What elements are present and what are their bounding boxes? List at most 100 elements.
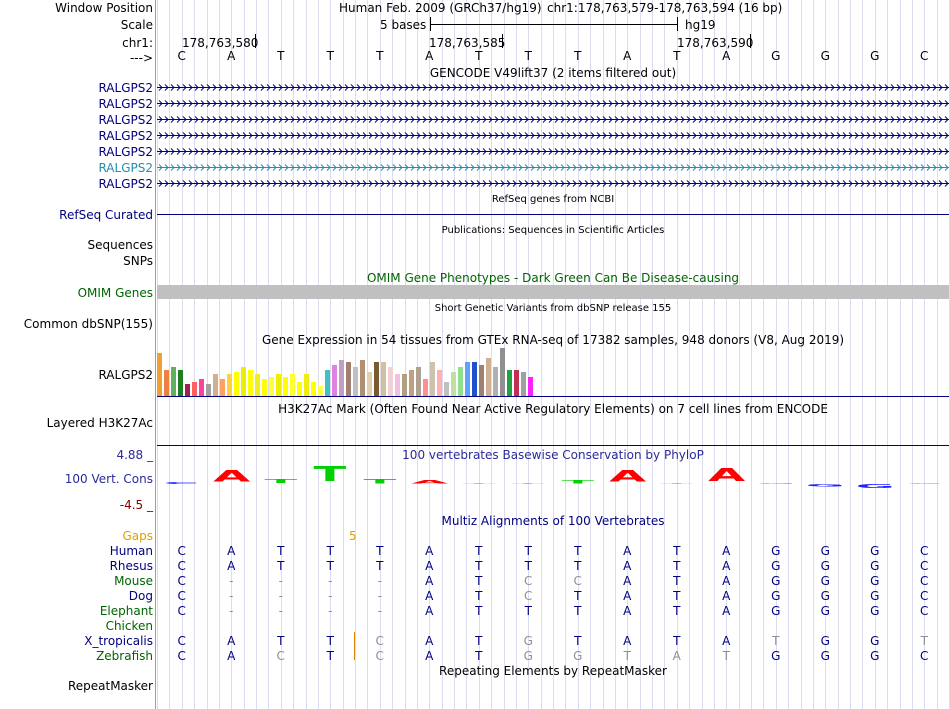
- gencode-transcript-line[interactable]: [157, 162, 949, 173]
- gtex-tissue-bar[interactable]: [304, 374, 310, 396]
- gtex-tissue-bar[interactable]: [185, 384, 191, 396]
- gencode-transcript-label[interactable]: RALGPS2: [98, 145, 153, 159]
- reference-base: C: [920, 49, 929, 63]
- gtex-tissue-bar[interactable]: [192, 381, 198, 396]
- gencode-transcript-label[interactable]: RALGPS2: [98, 97, 153, 111]
- gtex-tissue-bar[interactable]: [388, 367, 394, 396]
- multiz-base: C: [920, 589, 929, 603]
- gtex-tissue-bar[interactable]: [521, 372, 527, 396]
- gencode-transcript-label[interactable]: RALGPS2: [98, 161, 153, 175]
- publications-label-sequences[interactable]: Sequences: [87, 238, 153, 252]
- gtex-tissue-bar[interactable]: [332, 364, 338, 396]
- multiz-base: G: [870, 589, 880, 603]
- multiz-base: C: [375, 649, 384, 663]
- gtex-tissue-bar[interactable]: [409, 369, 415, 396]
- gtex-tissue-bar[interactable]: [507, 369, 513, 396]
- gencode-transcript-line[interactable]: [157, 114, 949, 125]
- gtex-tissue-bar[interactable]: [297, 381, 303, 396]
- gencode-transcript-line[interactable]: [157, 98, 949, 109]
- multiz-species-label[interactable]: Zebrafish: [96, 649, 153, 663]
- multiz-species-label[interactable]: X_tropicalis: [84, 634, 153, 648]
- phylop-ymin: -4.5 _: [119, 498, 153, 512]
- gtex-tissue-bar[interactable]: [416, 367, 422, 396]
- gtex-tissue-bar[interactable]: [227, 374, 233, 396]
- refseq-gene-line[interactable]: [157, 214, 949, 215]
- publications-label-snps[interactable]: SNPs: [123, 254, 153, 268]
- dbsnp-label[interactable]: Common dbSNP(155): [23, 317, 153, 331]
- gtex-tissue-bar[interactable]: [458, 367, 464, 396]
- gtex-tissue-bar[interactable]: [444, 381, 450, 396]
- gtex-tissue-bar[interactable]: [353, 367, 359, 396]
- gtex-tissue-bar[interactable]: [437, 369, 443, 396]
- gtex-tissue-bar[interactable]: [283, 376, 289, 396]
- multiz-base: A: [425, 649, 434, 663]
- gencode-transcript-label[interactable]: RALGPS2: [98, 129, 153, 143]
- gtex-tissue-bar[interactable]: [479, 364, 485, 396]
- gencode-transcript-label[interactable]: RALGPS2: [98, 113, 153, 127]
- gtex-tissue-bar[interactable]: [360, 360, 366, 396]
- gtex-tissue-bar[interactable]: [514, 369, 520, 396]
- multiz-base: T: [475, 589, 483, 603]
- gtex-tissue-bar[interactable]: [255, 374, 261, 396]
- gtex-tissue-bar[interactable]: [423, 379, 429, 396]
- phylop-track[interactable]: C A T T T A T T T A T A G G G C: [157, 464, 949, 494]
- gencode-transcript-label[interactable]: RALGPS2: [98, 177, 153, 191]
- gtex-tissue-bar[interactable]: [430, 362, 436, 396]
- phylop-title: 100 vertebrates Basewise Conservation by…: [402, 448, 704, 462]
- gtex-tissue-bar[interactable]: [472, 362, 478, 396]
- multiz-species-label[interactable]: Mouse: [114, 574, 153, 588]
- gtex-tissue-bar[interactable]: [171, 367, 177, 396]
- gencode-transcript-label[interactable]: RALGPS2: [98, 81, 153, 95]
- multiz-species-label[interactable]: Rhesus: [109, 559, 153, 573]
- coordinates-readout: chr1:178,763,579-178,763,594 (16 bp): [547, 1, 783, 15]
- gtex-tissue-bar[interactable]: [381, 362, 387, 396]
- gencode-transcript-line[interactable]: [157, 130, 949, 141]
- gtex-tissue-bar[interactable]: [290, 374, 296, 396]
- gtex-tissue-bar[interactable]: [346, 362, 352, 396]
- gtex-tissue-bar[interactable]: [528, 376, 534, 396]
- gtex-tissue-bar[interactable]: [486, 357, 492, 396]
- gtex-tissue-bar[interactable]: [269, 376, 275, 396]
- gtex-tissue-bar[interactable]: [395, 374, 401, 396]
- gtex-tissue-bar[interactable]: [262, 379, 268, 396]
- gtex-tissue-bar[interactable]: [213, 374, 219, 396]
- phylop-label[interactable]: 100 Vert. Cons: [64, 472, 153, 486]
- multiz-species-label[interactable]: Elephant: [99, 604, 153, 618]
- gtex-tissue-bar[interactable]: [465, 362, 471, 396]
- gtex-tissue-bar[interactable]: [500, 348, 506, 396]
- multiz-species-label[interactable]: Dog: [128, 589, 153, 603]
- repeatmasker-label[interactable]: RepeatMasker: [67, 679, 153, 693]
- gencode-transcript-line[interactable]: [157, 146, 949, 157]
- multiz-species-label[interactable]: Human: [109, 544, 153, 558]
- gtex-tissue-bar[interactable]: [199, 379, 205, 396]
- refseq-label[interactable]: RefSeq Curated: [59, 208, 153, 222]
- multiz-species-label[interactable]: Chicken: [105, 619, 153, 633]
- gtex-tissue-bar[interactable]: [339, 360, 345, 396]
- gtex-tissue-bar[interactable]: [241, 367, 247, 396]
- gtex-tissue-bar[interactable]: [248, 369, 254, 396]
- gtex-tissue-bar[interactable]: [451, 372, 457, 396]
- gtex-tissue-bar[interactable]: [402, 374, 408, 396]
- gtex-tissue-bar[interactable]: [276, 374, 282, 396]
- gtex-bar-chart[interactable]: [157, 348, 577, 396]
- multiz-base: G: [870, 559, 880, 573]
- gtex-tissue-bar[interactable]: [311, 381, 317, 396]
- gtex-label[interactable]: RALGPS2: [98, 368, 153, 382]
- gtex-tissue-bar[interactable]: [157, 352, 163, 396]
- gtex-tissue-bar[interactable]: [493, 367, 499, 396]
- gtex-tissue-bar[interactable]: [318, 386, 324, 396]
- gtex-tissue-bar[interactable]: [325, 369, 331, 396]
- omim-gene-bar[interactable]: [157, 285, 949, 299]
- h3k27ac-label[interactable]: Layered H3K27Ac: [46, 416, 153, 430]
- gtex-tissue-bar[interactable]: [220, 379, 226, 396]
- gtex-tissue-bar[interactable]: [374, 362, 380, 396]
- gtex-tissue-bar[interactable]: [234, 372, 240, 396]
- gencode-transcript-line[interactable]: [157, 82, 949, 93]
- gencode-transcript-line[interactable]: [157, 178, 949, 189]
- gtex-tissue-bar[interactable]: [367, 372, 373, 396]
- omim-label[interactable]: OMIM Genes: [77, 286, 153, 300]
- gtex-tissue-bar[interactable]: [164, 369, 170, 396]
- multiz-base: G: [820, 649, 830, 663]
- gtex-tissue-bar[interactable]: [178, 369, 184, 396]
- gtex-tissue-bar[interactable]: [206, 384, 212, 396]
